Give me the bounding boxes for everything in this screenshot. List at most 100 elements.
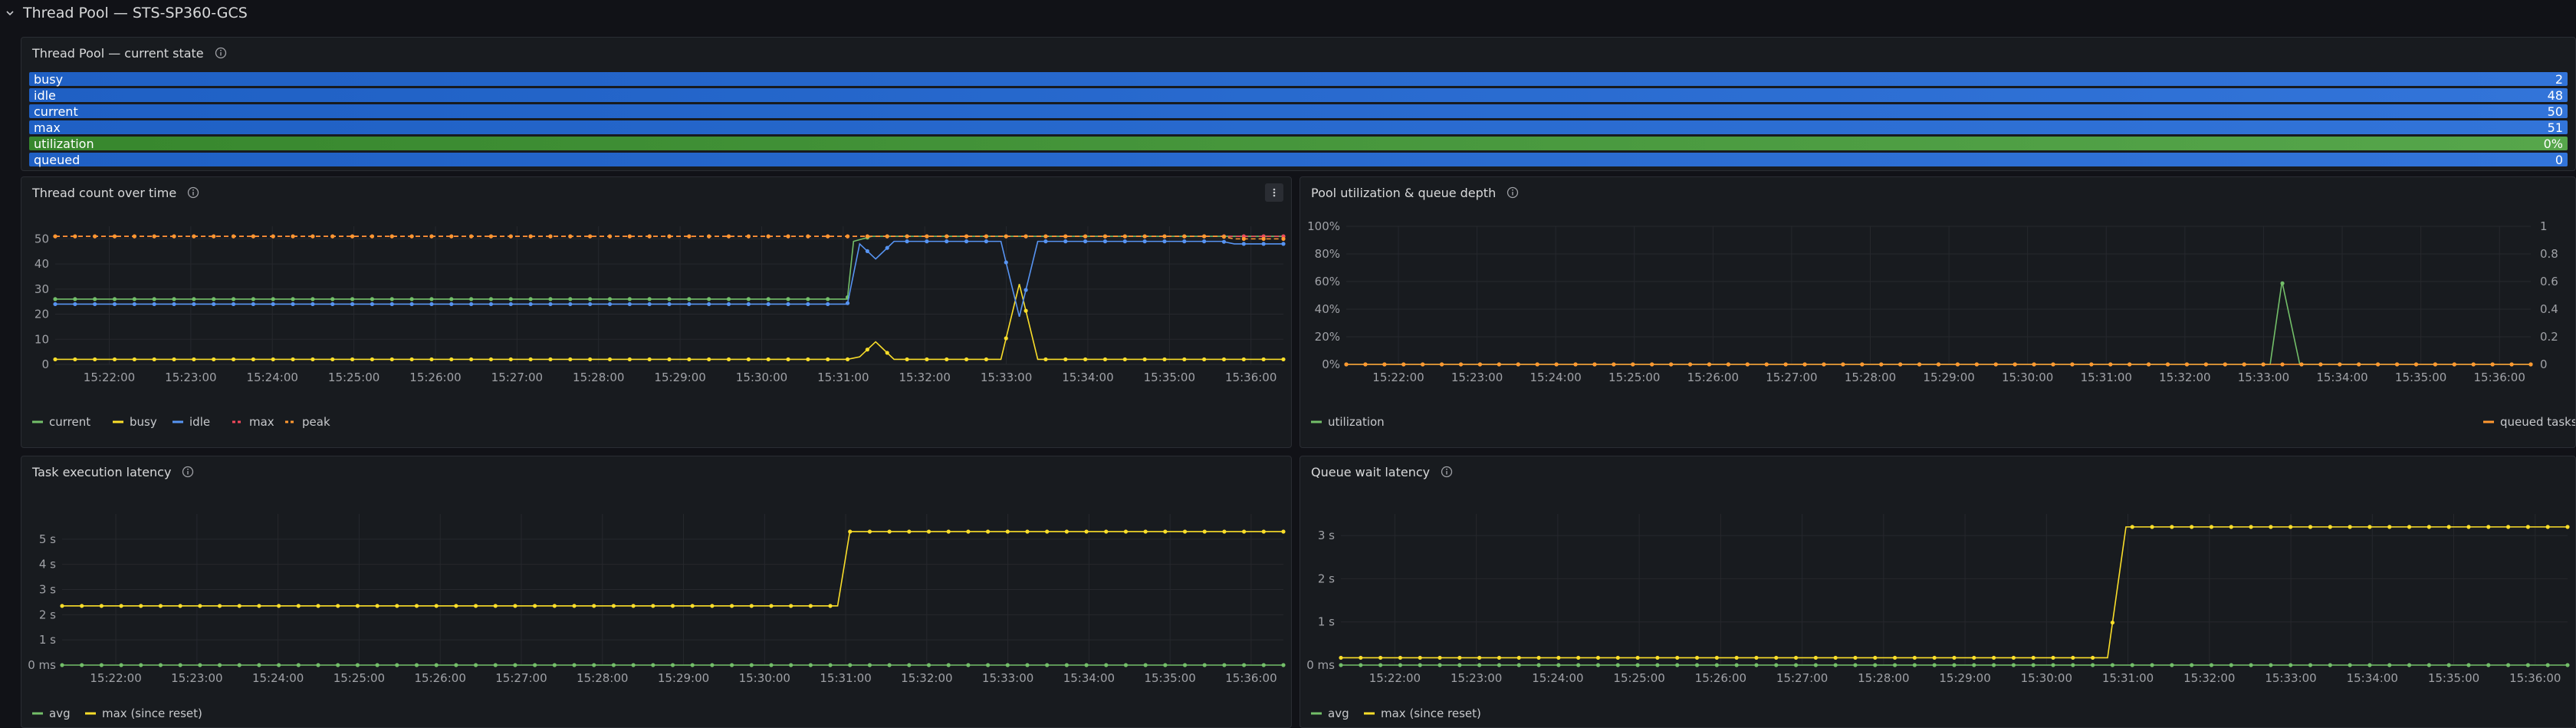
info-icon[interactable] — [182, 466, 194, 478]
utilization-chart[interactable]: 0% 20% 40% 60% 80% 100% 0 0.2 0.4 0.6 0.8 1 15:22:00… — [1300, 208, 2575, 447]
data-point — [611, 604, 616, 608]
data-point — [1879, 362, 1884, 367]
data-point — [1516, 362, 1520, 367]
data-point — [588, 357, 593, 362]
data-point — [493, 604, 498, 608]
data-point — [409, 297, 414, 301]
data-point — [1339, 663, 1343, 667]
x-tick-label: 15:25:00 — [1608, 371, 1660, 384]
data-point — [53, 357, 58, 362]
data-point — [2150, 663, 2154, 667]
data-point — [865, 249, 869, 254]
y-right-tick-label: 0.4 — [2540, 302, 2558, 316]
data-point — [749, 604, 754, 608]
data-point — [946, 663, 951, 667]
data-point — [766, 234, 770, 239]
data-point — [434, 663, 439, 667]
info-icon[interactable] — [215, 47, 227, 59]
data-point — [212, 234, 216, 239]
x-tick-label: 15:22:00 — [90, 671, 141, 685]
data-point — [1182, 529, 1188, 534]
data-point — [1774, 655, 1779, 660]
data-point — [2051, 655, 2055, 660]
data-point — [132, 301, 136, 307]
data-point — [528, 357, 533, 362]
data-point — [1972, 655, 1976, 660]
data-point — [469, 301, 474, 307]
data-point — [1102, 234, 1108, 239]
data-point — [588, 297, 593, 301]
data-point — [2108, 362, 2113, 367]
data-point — [1221, 357, 1227, 362]
data-point — [766, 357, 770, 362]
info-icon[interactable] — [1506, 186, 1519, 199]
info-icon[interactable] — [1441, 466, 1453, 478]
data-point — [2452, 362, 2456, 367]
data-point — [1516, 663, 1521, 667]
data-point — [925, 357, 929, 362]
data-point — [2280, 281, 2285, 285]
data-point — [231, 234, 236, 239]
data-point — [1932, 663, 1937, 667]
data-point — [217, 604, 222, 608]
data-point — [1063, 234, 1068, 239]
data-point — [60, 604, 64, 608]
x-tick-label: 15:26:00 — [1695, 671, 1746, 685]
row-header[interactable]: Thread Pool — STS-SP360-GCS — [0, 0, 2576, 26]
data-point — [1182, 357, 1187, 362]
data-point — [139, 604, 143, 608]
x-tick-label: 15:28:00 — [1858, 671, 1909, 685]
data-point — [1163, 663, 1168, 667]
data-point — [1536, 663, 1541, 667]
info-icon[interactable] — [187, 186, 199, 199]
data-point — [350, 234, 355, 239]
data-point — [1025, 529, 1030, 534]
x-tick-label: 15:29:00 — [654, 371, 705, 384]
chevron-down-icon[interactable] — [5, 8, 15, 18]
exec-latency-chart[interactable]: 0 ms 1 s 2 s 3 s 4 s 5 s 15:22:00 15:23:00 15:24… — [21, 487, 1291, 727]
data-point — [848, 663, 853, 667]
data-point — [845, 357, 850, 362]
y-tick-label: 1 s — [39, 633, 56, 647]
data-point — [789, 604, 794, 608]
data-point — [429, 297, 434, 301]
data-point — [690, 604, 695, 608]
x-tick-label: 15:23:00 — [165, 371, 216, 384]
data-point — [1143, 663, 1148, 667]
y-tick-label: 0 ms — [1306, 658, 1335, 672]
wait-latency-chart[interactable]: 0 ms 1 s 2 s 3 s 15:22:00 15:23:00 15:24:00 15:… — [1300, 487, 2575, 727]
data-point — [1745, 362, 1750, 367]
data-point — [1675, 655, 1680, 660]
wait-latency-panel: Queue wait latency 0 ms 1 s 2 s 3 s 15:22:00… — [1300, 456, 2576, 728]
data-point — [1281, 236, 1286, 241]
data-point — [132, 357, 136, 362]
data-point — [2387, 525, 2392, 529]
data-point — [945, 234, 949, 239]
data-point — [257, 604, 261, 608]
panel-menu-button[interactable] — [1265, 183, 1283, 202]
y-tick-label: 2 s — [39, 608, 56, 621]
data-point — [528, 301, 533, 307]
data-point — [2089, 362, 2094, 367]
data-point — [885, 234, 889, 239]
data-point — [1242, 663, 1247, 667]
panel-title: Queue wait latency — [1311, 464, 1431, 479]
data-point — [2184, 362, 2190, 367]
data-point — [73, 297, 77, 301]
data-point — [1952, 663, 1957, 667]
data-point — [826, 297, 830, 301]
data-point — [172, 357, 176, 362]
y-tick-label: 20 — [34, 308, 49, 321]
data-point — [2130, 525, 2134, 529]
data-point — [1182, 663, 1188, 667]
data-point — [53, 301, 58, 307]
x-tick-label: 15:33:00 — [982, 671, 1033, 685]
data-point — [350, 297, 355, 301]
data-point — [1359, 655, 1363, 660]
data-point — [1972, 663, 1976, 667]
data-point — [1025, 663, 1030, 667]
data-point — [2466, 663, 2471, 667]
thread-count-chart[interactable]: 0 10 20 30 40 50 15:22:00 15:23:00 15:24:00 15:25… — [21, 208, 1291, 447]
y-tick-label: 0 — [41, 357, 49, 371]
x-tick-label: 15:28:00 — [577, 671, 628, 685]
